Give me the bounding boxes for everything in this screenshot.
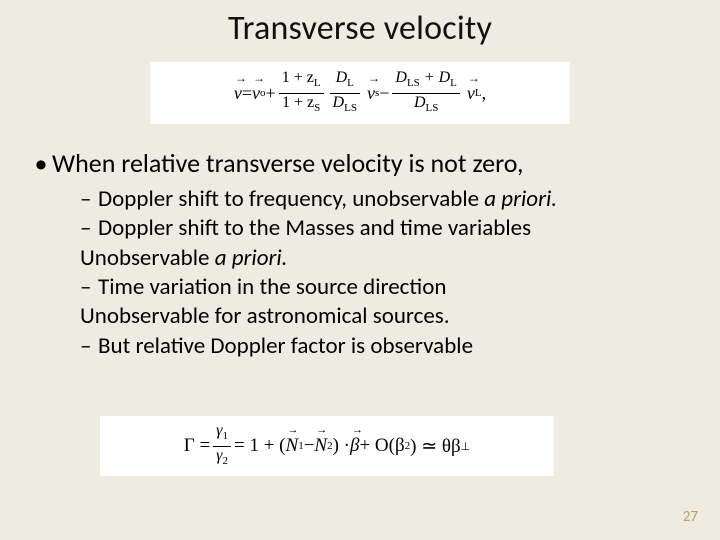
sub-bullet-1: –Doppler shift to frequency, unobservabl… <box>80 185 690 214</box>
equation-two: Γ = γ1 γ2 = 1 + ( N1 − N2 ) · β + O(β2) … <box>100 416 554 476</box>
sub-bullet-3: –Time variation in the source direction <box>80 273 690 302</box>
equation-one: v = vo + 1 + zL 1 + zS DL DLS vs − DLS +… <box>150 62 570 124</box>
sub-bullet-2: –Doppler shift to the Masses and time va… <box>80 214 690 243</box>
sub-bullet-4: –But relative Doppler factor is observab… <box>80 332 690 361</box>
body-content: •When relative transverse velocity is no… <box>30 148 690 361</box>
sub-bullet-list: –Doppler shift to frequency, unobservabl… <box>80 185 690 362</box>
slide-title: Transverse velocity <box>0 8 720 49</box>
sub-bullet-2b: Unobservable a priori. <box>80 244 690 273</box>
sub-bullet-3b: Unobservable for astronomical sources. <box>80 302 690 331</box>
page-number: 27 <box>683 508 698 526</box>
main-bullet: •When relative transverse velocity is no… <box>30 148 690 179</box>
